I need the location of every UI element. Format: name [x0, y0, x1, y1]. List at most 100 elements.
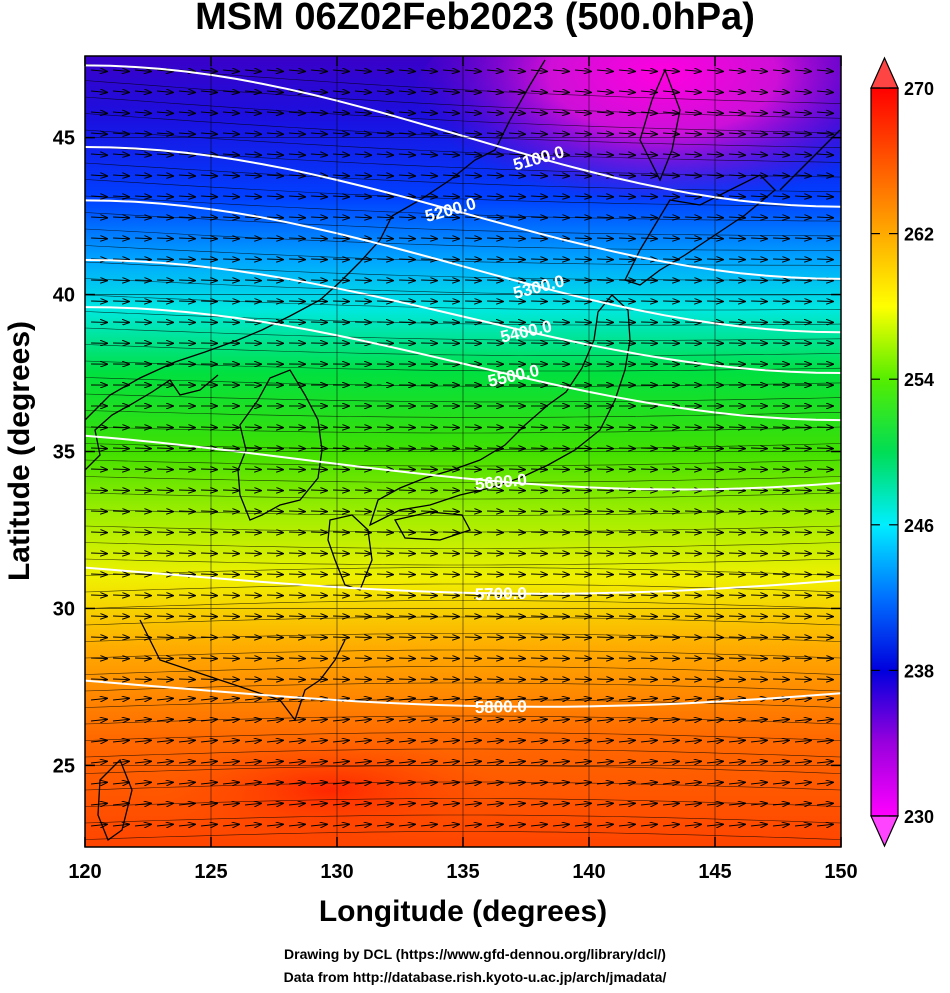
wind-arrow — [354, 448, 371, 449]
wind-arrow — [816, 175, 833, 176]
colorbar-tick-label: 246 — [904, 516, 934, 536]
wind-arrow — [156, 448, 173, 449]
contour-label: 5700.0 — [475, 584, 527, 604]
wind-arrow — [134, 91, 151, 92]
wind-arrow — [442, 427, 459, 428]
wind-arrow — [574, 616, 591, 617]
wind-arrow — [90, 280, 107, 281]
wind-arrow — [266, 824, 283, 826]
wind-arrow — [266, 698, 283, 700]
wind-arrow — [728, 719, 745, 721]
wind-arrow — [640, 238, 657, 239]
wind-arrow — [354, 154, 371, 155]
wind-arrow — [310, 782, 327, 784]
wind-arrow — [156, 196, 173, 197]
wind-arrow — [618, 637, 635, 638]
wind-arrow — [816, 553, 833, 554]
wind-arrow — [508, 553, 525, 554]
wind-arrow — [442, 824, 459, 826]
wind-arrow — [596, 427, 613, 428]
wind-arrow — [596, 238, 613, 239]
wind-arrow — [332, 511, 349, 512]
wind-arrow — [574, 133, 591, 134]
colorbar-tick-label: 238 — [904, 661, 934, 681]
wind-arrow — [112, 637, 129, 638]
wind-arrow — [222, 637, 239, 638]
wind-arrow — [552, 698, 569, 700]
wind-arrow — [574, 719, 591, 721]
wind-arrow — [816, 616, 833, 617]
wind-arrow — [112, 112, 129, 113]
wind-arrow — [420, 595, 437, 596]
wind-arrow — [332, 824, 349, 826]
wind-arrow — [530, 574, 547, 575]
wind-arrow — [200, 196, 217, 197]
wind-arrow — [530, 427, 547, 428]
wind-arrow — [640, 511, 657, 512]
wind-arrow — [112, 490, 129, 491]
wind-arrow — [508, 133, 525, 134]
wind-arrow — [178, 574, 195, 575]
wind-arrow — [288, 448, 305, 449]
wind-arrow — [618, 112, 635, 113]
wind-arrow — [750, 595, 767, 596]
wind-arrow — [90, 532, 107, 533]
wind-arrow — [156, 70, 173, 71]
wind-arrow — [178, 469, 195, 470]
wind-arrow — [222, 70, 239, 71]
wind-arrow — [244, 574, 261, 575]
wind-arrow — [772, 679, 789, 680]
wind-arrow — [354, 616, 371, 617]
wind-arrow — [354, 91, 371, 92]
colorbar-ticks: 230 238 246 254 262 270 — [871, 79, 934, 827]
wind-arrow — [772, 740, 789, 742]
wind-arrow — [750, 238, 767, 239]
wind-arrow — [640, 469, 657, 470]
credit-data-source: Data from http://database.rish.kyoto-u.a… — [283, 969, 667, 985]
wind-arrow — [640, 574, 657, 575]
wind-arrow — [134, 761, 151, 763]
wind-arrow — [200, 616, 217, 617]
wind-arrow — [288, 553, 305, 554]
wind-arrow — [772, 280, 789, 281]
wind-arrow — [662, 803, 679, 805]
wind-arrow — [530, 490, 547, 491]
wind-arrow — [376, 803, 393, 805]
wind-arrow — [552, 70, 569, 71]
wind-arrow — [244, 448, 261, 449]
wind-arrow — [750, 112, 767, 113]
wind-arrow — [486, 154, 503, 155]
wind-arrow — [442, 301, 459, 302]
wind-arrow — [288, 803, 305, 805]
wind-arrow — [134, 574, 151, 575]
wind-arrow — [486, 803, 503, 805]
wind-arrow — [794, 740, 811, 742]
wind-arrow — [156, 616, 173, 617]
wind-arrow — [376, 91, 393, 92]
wind-arrow — [640, 196, 657, 197]
wind-arrow — [200, 658, 217, 659]
wind-arrow — [728, 259, 745, 260]
wind-arrow — [684, 301, 701, 302]
wind-arrow — [684, 782, 701, 784]
wind-arrow — [596, 70, 613, 71]
wind-arrow — [618, 803, 635, 805]
wind-arrow — [266, 469, 283, 470]
wind-arrow — [772, 719, 789, 721]
wind-arrow — [662, 782, 679, 784]
wind-arrow — [178, 679, 195, 680]
wind-arrow — [772, 91, 789, 92]
wind-arrow — [728, 511, 745, 512]
wind-arrow — [332, 196, 349, 197]
wind-arrow — [398, 824, 415, 826]
wind-arrow — [464, 637, 481, 638]
wind-arrow — [640, 595, 657, 596]
wind-arrow — [750, 448, 767, 449]
colorbar-tick-label: 262 — [904, 225, 934, 245]
wind-arrow — [156, 238, 173, 239]
wind-arrow — [310, 740, 327, 742]
wind-arrow — [200, 301, 217, 302]
wind-arrow — [90, 511, 107, 512]
wind-arrow — [794, 448, 811, 449]
wind-arrow — [508, 782, 525, 784]
